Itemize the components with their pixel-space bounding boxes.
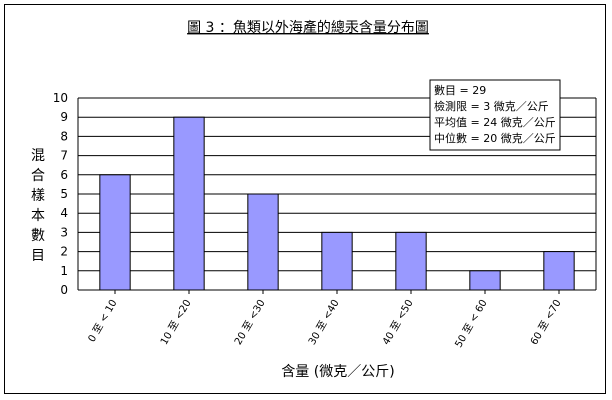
y-tick-label: 5 bbox=[60, 187, 68, 201]
y-tick-label: 3 bbox=[60, 225, 68, 239]
bar bbox=[321, 231, 353, 291]
chart-title: 圖 3 ：魚類以外海產的總汞含量分布圖 bbox=[187, 19, 429, 36]
y-axis-label-char: 樣 bbox=[31, 187, 45, 204]
stats-line: 平均值 = 24 微克／公斤 bbox=[434, 115, 556, 129]
y-tick-label: 6 bbox=[60, 168, 68, 182]
bar bbox=[469, 270, 501, 291]
y-axis-label-char: 數 bbox=[31, 228, 45, 244]
bar bbox=[99, 174, 131, 291]
y-tick-label: 9 bbox=[60, 110, 68, 124]
y-axis-label-char: 合 bbox=[31, 168, 45, 184]
y-tick-label: 2 bbox=[60, 245, 68, 259]
stats-box-border bbox=[429, 79, 561, 151]
y-axis-label-char: 混 bbox=[31, 148, 45, 164]
y-axis-label-char: 目 bbox=[31, 248, 45, 264]
stats-line: 數目 = 29 bbox=[434, 84, 486, 97]
y-tick-label: 10 bbox=[53, 91, 68, 105]
stats-line: 中位數 = 20 微克／公斤 bbox=[434, 131, 556, 145]
stats-line: 檢測限 = 3 微克／公斤 bbox=[434, 99, 549, 113]
bar bbox=[543, 251, 575, 291]
y-tick-label: 0 bbox=[60, 283, 68, 297]
x-axis-label: 含量 (微克／公斤) bbox=[281, 364, 394, 380]
bar bbox=[247, 193, 279, 291]
y-tick-label: 8 bbox=[60, 129, 68, 143]
y-tick-label: 7 bbox=[60, 149, 68, 163]
bar bbox=[173, 116, 205, 291]
y-tick-label: 1 bbox=[60, 264, 68, 278]
bar bbox=[395, 231, 427, 291]
y-axis-label-char: 本 bbox=[31, 208, 45, 224]
y-tick-label: 4 bbox=[60, 206, 68, 220]
